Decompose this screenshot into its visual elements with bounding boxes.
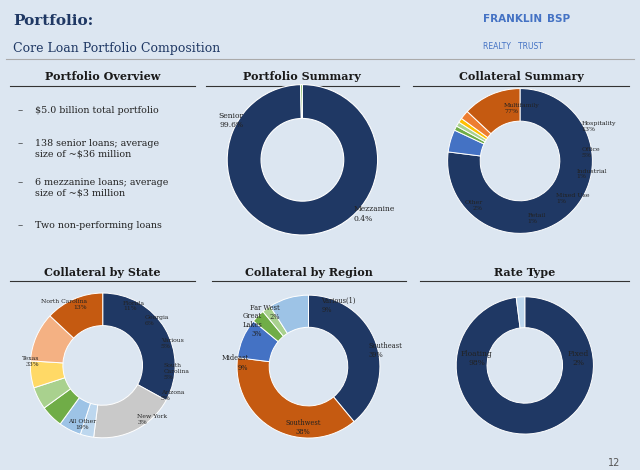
Text: –: – — [18, 178, 23, 187]
Text: Floating
98%: Floating 98% — [461, 350, 493, 367]
Text: Great
Lakes
3%: Great Lakes 3% — [243, 312, 262, 338]
Wedge shape — [31, 316, 74, 363]
Wedge shape — [456, 122, 486, 142]
Text: Mezzanine
0.4%: Mezzanine 0.4% — [353, 205, 395, 222]
Text: Fixed
2%: Fixed 2% — [568, 350, 589, 367]
Text: Portfolio Summary: Portfolio Summary — [243, 71, 362, 82]
Wedge shape — [34, 378, 70, 408]
Text: Portfolio:: Portfolio: — [13, 14, 93, 28]
Text: Southeast
39%: Southeast 39% — [369, 342, 403, 360]
Text: 138 senior loans; average
size of ~$36 million: 138 senior loans; average size of ~$36 m… — [35, 139, 159, 158]
Text: Florida
11%: Florida 11% — [123, 301, 145, 312]
Text: Collateral by Region: Collateral by Region — [245, 267, 372, 278]
Text: South
Carolina
5%: South Carolina 5% — [163, 363, 189, 379]
Text: Senior
99.6%: Senior 99.6% — [219, 112, 244, 129]
Text: Arizona
5%: Arizona 5% — [161, 391, 184, 401]
Text: –: – — [18, 106, 23, 115]
Wedge shape — [93, 384, 166, 438]
Wedge shape — [81, 403, 98, 437]
Text: North Carolina
13%: North Carolina 13% — [41, 299, 87, 310]
Text: Portfolio Overview: Portfolio Overview — [45, 71, 160, 82]
Text: New York
3%: New York 3% — [138, 415, 168, 425]
Text: Core Loan Portfolio Composition: Core Loan Portfolio Composition — [13, 42, 220, 55]
Text: Industrial
1%: Industrial 1% — [577, 169, 607, 180]
Wedge shape — [30, 361, 65, 388]
Wedge shape — [263, 306, 287, 337]
Text: REALTY   TRUST: REALTY TRUST — [483, 42, 543, 51]
Wedge shape — [102, 293, 175, 400]
Text: Various
5%: Various 5% — [161, 338, 184, 349]
Text: Retail
1%: Retail 1% — [527, 213, 546, 224]
Wedge shape — [459, 118, 488, 140]
Wedge shape — [301, 85, 303, 118]
Text: Far West
2%: Far West 2% — [250, 304, 280, 321]
Wedge shape — [60, 398, 90, 434]
Text: Two non-performing loans: Two non-performing loans — [35, 221, 162, 230]
Text: 6 mezzanine loans; average
size of ~$3 million: 6 mezzanine loans; average size of ~$3 m… — [35, 178, 168, 197]
Wedge shape — [516, 297, 525, 328]
Wedge shape — [237, 321, 278, 362]
Wedge shape — [461, 111, 491, 138]
Text: Office
5%: Office 5% — [582, 147, 600, 158]
Text: Rate Type: Rate Type — [494, 267, 556, 278]
Text: –: – — [18, 139, 23, 148]
Wedge shape — [237, 358, 354, 438]
Text: Collateral by State: Collateral by State — [44, 267, 161, 278]
Wedge shape — [253, 312, 284, 342]
Text: Mideast
9%: Mideast 9% — [221, 354, 248, 372]
Text: Georgia
6%: Georgia 6% — [145, 315, 169, 326]
Text: Texas
33%: Texas 33% — [22, 356, 39, 367]
Text: 12: 12 — [609, 458, 621, 468]
Wedge shape — [448, 130, 484, 156]
Wedge shape — [50, 293, 103, 338]
Wedge shape — [44, 389, 79, 424]
Text: Southwest
38%: Southwest 38% — [285, 419, 321, 436]
Text: BSP: BSP — [547, 14, 570, 24]
Wedge shape — [454, 126, 485, 144]
Wedge shape — [456, 297, 593, 434]
Wedge shape — [447, 88, 593, 233]
Wedge shape — [308, 295, 380, 422]
Text: Other
2%: Other 2% — [464, 200, 483, 211]
Text: All Other
19%: All Other 19% — [68, 419, 97, 430]
Wedge shape — [227, 85, 378, 235]
Text: FRANKLIN: FRANKLIN — [483, 14, 542, 24]
Text: Collateral Summary: Collateral Summary — [458, 71, 584, 82]
Text: $5.0 billion total portfolio: $5.0 billion total portfolio — [35, 106, 159, 115]
Text: Hospitality
13%: Hospitality 13% — [582, 121, 616, 132]
Text: –: – — [18, 221, 23, 230]
Text: Multifamily
77%: Multifamily 77% — [504, 103, 540, 114]
Wedge shape — [467, 88, 520, 134]
Wedge shape — [270, 295, 308, 333]
Text: Various(1)
9%: Various(1) 9% — [321, 297, 356, 314]
Text: Mixed Use
1%: Mixed Use 1% — [556, 193, 589, 204]
